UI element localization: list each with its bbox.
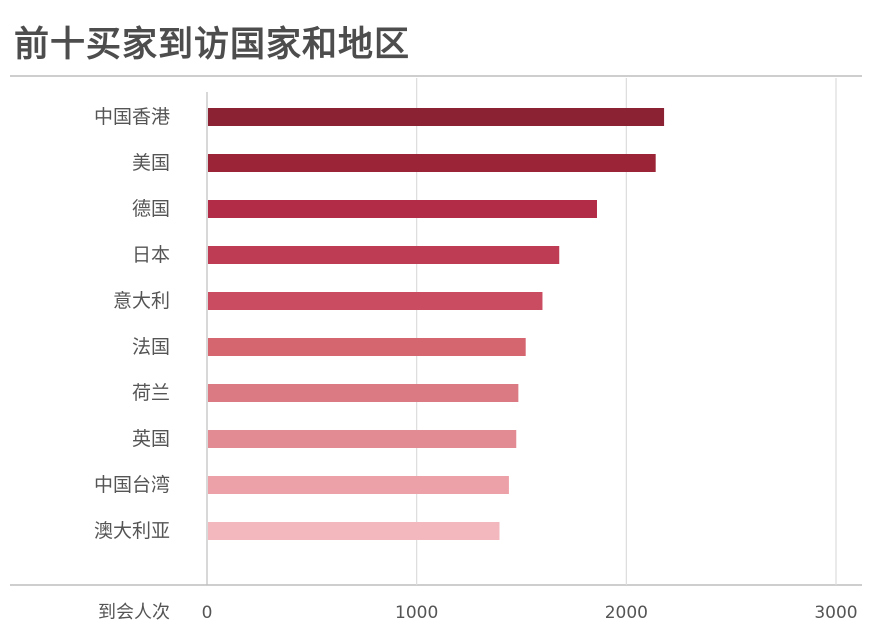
bar — [208, 476, 509, 494]
bar — [208, 200, 597, 218]
bar — [208, 522, 500, 540]
category-label: 英国 — [132, 428, 170, 450]
category-label: 荷兰 — [132, 382, 170, 404]
x-tick-label: 1000 — [395, 603, 438, 623]
x-tick-label: 3000 — [814, 603, 857, 623]
bar — [208, 154, 656, 172]
x-tick-label: 0 — [202, 603, 213, 623]
category-label: 美国 — [132, 152, 170, 174]
x-axis-title: 到会人次 — [98, 602, 170, 623]
bar — [208, 430, 517, 448]
x-tick-label: 2000 — [605, 603, 648, 623]
bar — [208, 292, 543, 310]
category-label: 中国香港 — [94, 106, 170, 128]
category-label: 德国 — [132, 198, 170, 220]
bar — [208, 384, 519, 402]
category-label: 日本 — [132, 244, 170, 266]
category-label: 澳大利亚 — [94, 520, 170, 542]
bar — [208, 108, 665, 126]
category-label: 中国台湾 — [94, 474, 170, 496]
category-label: 意大利 — [113, 290, 170, 312]
category-label: 法国 — [132, 336, 170, 358]
bar — [208, 246, 560, 264]
chart-title: 前十买家到访国家和地区 — [14, 25, 411, 65]
bar — [208, 338, 526, 356]
